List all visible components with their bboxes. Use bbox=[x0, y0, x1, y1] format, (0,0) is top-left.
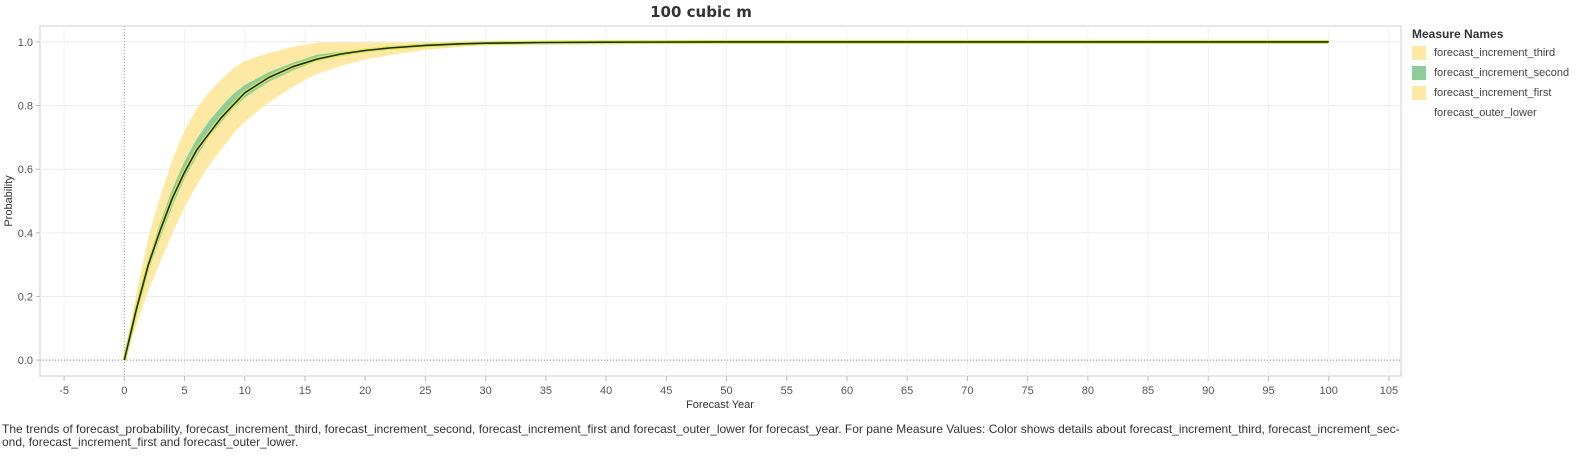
legend-title: Measure Names bbox=[1412, 27, 1504, 41]
x-tick-label: 10 bbox=[239, 385, 251, 397]
y-axis-title: Probability bbox=[3, 175, 15, 227]
x-tick-label: 60 bbox=[841, 385, 853, 397]
x-tick-label: 70 bbox=[961, 385, 973, 397]
x-tick-label: 30 bbox=[480, 385, 492, 397]
legend-swatch bbox=[1412, 86, 1426, 100]
x-axis: -5 0 5 10 15 20 25 30 35 40 45 50 55 60 65 70 75 80 85 90 95… bbox=[59, 376, 1398, 397]
legend-label: forecast_increment_second bbox=[1434, 67, 1570, 79]
x-tick-label: 20 bbox=[359, 385, 371, 397]
y-tick-label: 0.6 bbox=[18, 164, 33, 176]
probability-line bbox=[123, 41, 1329, 361]
x-tick-label: 55 bbox=[781, 385, 793, 397]
chart: 100 cubic m -5 0 5 10 15 20 25 30 35 40 45 50 55 60 65… bbox=[3, 3, 1402, 411]
legend-items: forecast_increment_third forecast_increme… bbox=[1412, 43, 1590, 123]
legend-item[interactable]: forecast_outer_lower bbox=[1412, 103, 1590, 123]
y-tick-label: 1.0 bbox=[18, 37, 33, 49]
legend-swatch bbox=[1412, 46, 1426, 60]
chart-caption: The trends of forecast_probability, fore… bbox=[2, 422, 1400, 449]
y-tick-label: 0.8 bbox=[18, 101, 33, 113]
legend-label: forecast_outer_lower bbox=[1434, 107, 1537, 119]
x-tick-label: 50 bbox=[720, 385, 732, 397]
legend-item[interactable]: forecast_increment_second bbox=[1412, 63, 1590, 83]
x-tick-label: 85 bbox=[1142, 385, 1154, 397]
x-tick-label: 5 bbox=[181, 385, 187, 397]
legend-label: forecast_increment_first bbox=[1434, 87, 1552, 99]
y-tick-label: 0.2 bbox=[18, 291, 33, 303]
x-tick-label: 105 bbox=[1380, 385, 1398, 397]
x-tick-label: 15 bbox=[299, 385, 311, 397]
x-tick-label: 25 bbox=[419, 385, 431, 397]
x-tick-label: 40 bbox=[600, 385, 612, 397]
band-areas bbox=[124, 41, 1329, 361]
gridlines bbox=[40, 26, 1401, 376]
legend-item[interactable]: forecast_increment_first bbox=[1412, 83, 1590, 103]
legend-label: forecast_increment_third bbox=[1434, 47, 1556, 59]
y-tick-label: 0.0 bbox=[18, 355, 33, 367]
band-increment-third bbox=[124, 41, 1329, 361]
x-tick-label: 35 bbox=[540, 385, 552, 397]
x-tick-label: 95 bbox=[1262, 385, 1274, 397]
x-tick-label: 90 bbox=[1202, 385, 1214, 397]
x-tick-label: 80 bbox=[1082, 385, 1094, 397]
y-tick-label: 0.4 bbox=[18, 228, 33, 240]
y-axis: 0.0 0.2 0.4 0.6 0.8 1.0 bbox=[18, 37, 40, 367]
legend: Measure Names forecast_increment_third fo… bbox=[1412, 27, 1590, 123]
legend-swatch bbox=[1412, 106, 1426, 120]
legend-swatch bbox=[1412, 66, 1426, 80]
chart-title: 100 cubic m bbox=[650, 3, 752, 21]
x-tick-label: -5 bbox=[59, 385, 69, 397]
plot-frame bbox=[39, 25, 1402, 377]
x-tick-label: 0 bbox=[121, 385, 127, 397]
legend-item[interactable]: forecast_increment_third bbox=[1412, 43, 1590, 63]
x-axis-title: Forecast Year bbox=[686, 399, 754, 411]
x-tick-label: 65 bbox=[901, 385, 913, 397]
series-lines bbox=[122, 39, 1329, 361]
x-tick-label: 45 bbox=[660, 385, 672, 397]
x-tick-label: 75 bbox=[1022, 385, 1034, 397]
x-tick-label: 100 bbox=[1320, 385, 1338, 397]
